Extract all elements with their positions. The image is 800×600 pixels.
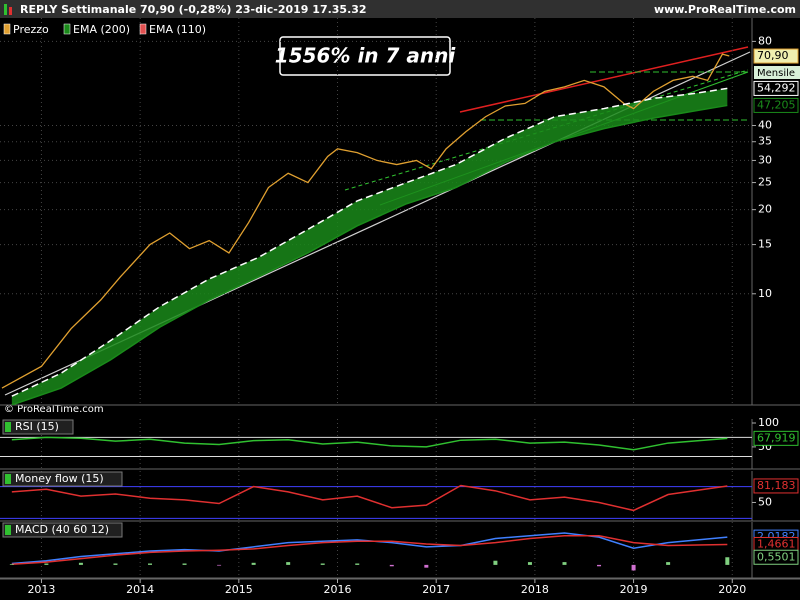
value-box	[753, 549, 799, 565]
panel-title-box	[2, 471, 123, 487]
legend-swatch	[63, 23, 71, 35]
histogram-bar	[562, 562, 567, 565]
histogram-bar	[631, 564, 636, 571]
y-tick-label: 30	[758, 153, 772, 166]
value-label: 70,90	[757, 49, 789, 62]
logo	[9, 7, 12, 15]
panel	[0, 471, 752, 521]
series-line	[1, 53, 730, 389]
series-line	[11, 484, 728, 512]
header-bar	[0, 0, 800, 18]
x-tick-label: 2019	[620, 583, 648, 596]
panel-title: Money flow (15)	[15, 472, 104, 485]
value-box	[753, 48, 799, 64]
y-tick-label: 40	[758, 119, 772, 132]
copyright: © ProRealTime.com	[4, 404, 104, 415]
histogram-bar	[725, 557, 730, 565]
panel	[0, 419, 752, 469]
legend-label: EMA (110)	[149, 23, 206, 36]
series-line	[11, 436, 728, 451]
y-tick-label: 80	[758, 34, 772, 47]
value-box	[753, 80, 799, 96]
value-label: 1,4661	[757, 537, 796, 550]
histogram-bar	[182, 563, 187, 565]
series-line	[11, 87, 728, 397]
value-label: 81,183	[757, 479, 796, 492]
y-tick-label: 35	[758, 135, 772, 148]
legend-swatch	[139, 23, 147, 35]
panel-title: MACD (40 60 12)	[15, 523, 109, 536]
panel-title-box	[2, 419, 74, 435]
annotation-box	[279, 36, 451, 76]
x-tick-label: 2017	[422, 583, 450, 596]
legend-label: EMA (200)	[73, 23, 130, 36]
series-line	[11, 534, 728, 565]
y-tick-label: 100	[758, 416, 779, 429]
histogram-bar	[286, 562, 291, 565]
x-tick-label: 2015	[225, 583, 253, 596]
panel-title: RSI (15)	[15, 420, 59, 433]
source: www.ProRealTime.com	[654, 3, 796, 16]
ema-band	[11, 88, 728, 405]
histogram-bar	[493, 560, 498, 565]
histogram-bar	[44, 563, 49, 565]
histogram-bar	[320, 563, 325, 565]
histogram-bar	[217, 564, 222, 566]
period-box	[754, 66, 800, 79]
histogram-bar	[355, 563, 360, 565]
histogram-bar	[666, 562, 671, 565]
chart-title: REPLY Settimanale 70,90 (-0,28%) 23-dic-…	[20, 3, 367, 16]
annotation: 1556% in 7 anni	[275, 44, 457, 68]
logo	[4, 4, 7, 15]
histogram-bar	[527, 562, 532, 565]
x-tick-label: 2018	[521, 583, 549, 596]
y-tick-label: 10	[758, 287, 772, 300]
histogram-bar	[251, 562, 256, 565]
histogram-bar	[9, 564, 14, 565]
y-tick-label: 20	[758, 203, 772, 216]
value-label: 47,205	[757, 98, 796, 111]
series-line	[11, 532, 728, 565]
histogram-bar	[78, 562, 83, 565]
x-tick-label: 2014	[126, 583, 154, 596]
value-box	[753, 430, 799, 446]
value-box	[753, 97, 799, 113]
y-tick-label: 15	[758, 238, 772, 251]
histogram-bar	[389, 564, 394, 567]
x-tick-label: 2013	[27, 583, 55, 596]
panel	[9, 522, 733, 578]
x-tick-label: 2020	[718, 583, 746, 596]
histogram-bar	[424, 564, 429, 568]
legend-label: Prezzo	[13, 23, 49, 36]
panel-title-box	[2, 522, 123, 538]
value-label: 67,919	[757, 431, 796, 444]
series-line	[11, 104, 728, 405]
value-label: 0,5501	[757, 550, 796, 563]
y-tick-label: 25	[758, 176, 772, 189]
panel-icon	[5, 525, 11, 535]
histogram-bar	[148, 563, 153, 565]
value-label: 54,292	[757, 81, 796, 94]
period-label: Mensile	[757, 68, 795, 79]
legend-swatch	[3, 23, 11, 35]
y-tick-label: 50	[758, 495, 772, 508]
panel-icon	[5, 474, 11, 484]
trend-line	[459, 46, 749, 113]
panel-icon	[5, 422, 11, 432]
value-box	[753, 478, 799, 494]
histogram-bar	[113, 563, 118, 565]
histogram-bar	[597, 564, 602, 567]
panel	[0, 18, 752, 405]
x-tick-label: 2016	[324, 583, 352, 596]
